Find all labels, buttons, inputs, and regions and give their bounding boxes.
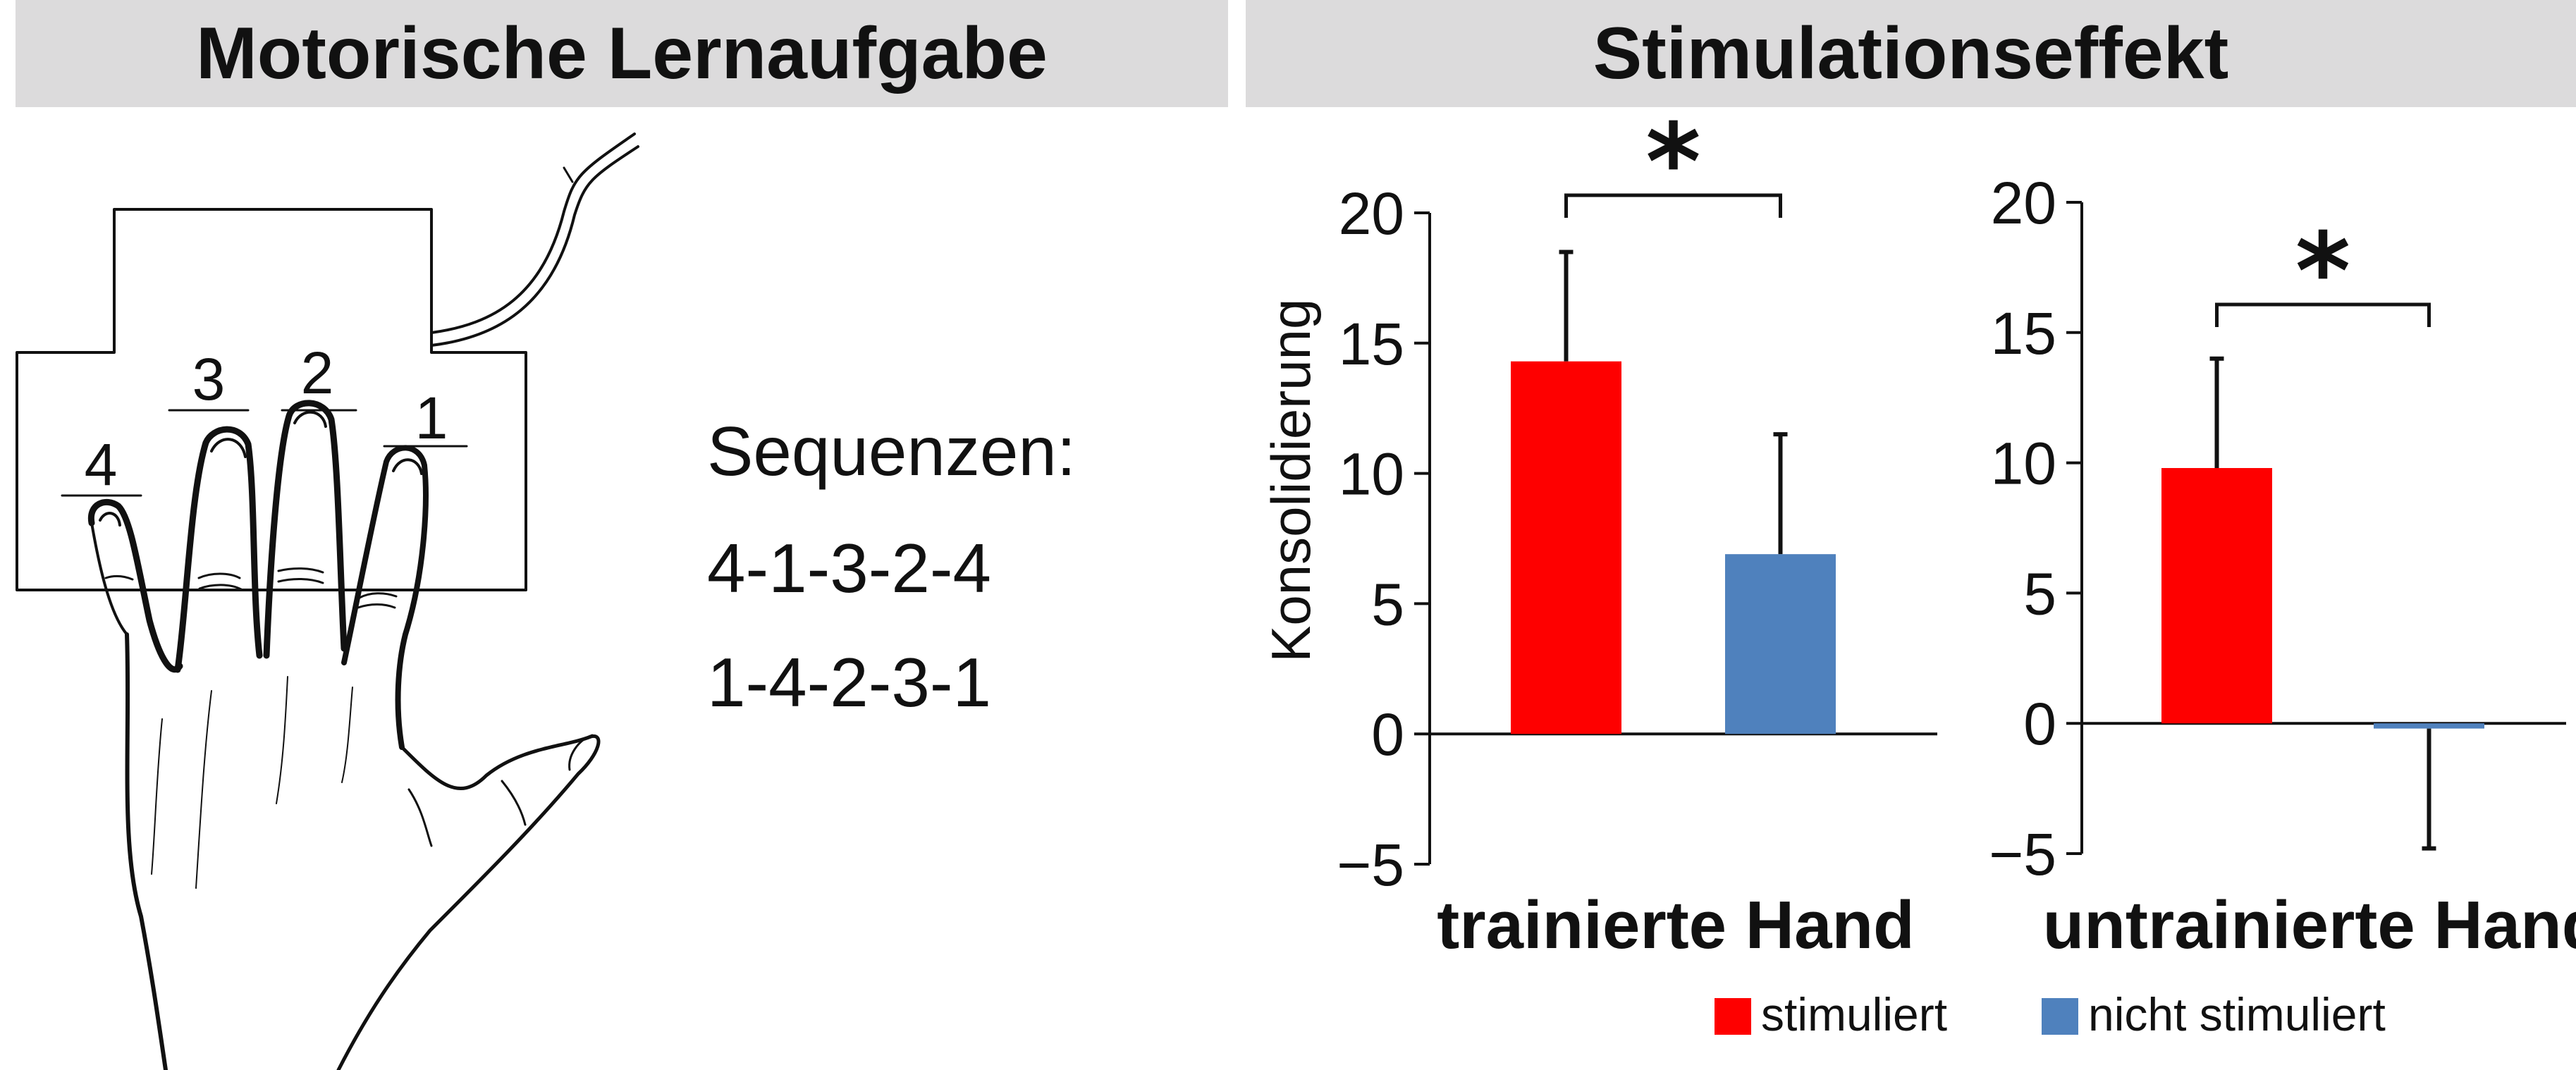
finger-2 bbox=[263, 400, 348, 659]
significance-bracket bbox=[2215, 302, 2431, 327]
y-tick-label: 15 bbox=[1991, 300, 2056, 367]
bar-stimuliert bbox=[2161, 467, 2272, 724]
bar-stimuliert bbox=[1511, 361, 1621, 734]
significance-star: * bbox=[1645, 102, 1700, 224]
left-panel-title: Motorische Lernaufgabe bbox=[16, 0, 1228, 107]
finger-label-1: 1 bbox=[415, 385, 448, 451]
finger-label-2: 2 bbox=[301, 340, 334, 406]
finger-3 bbox=[174, 426, 263, 673]
y-tick-label: 10 bbox=[1991, 431, 2056, 497]
finger-label-4: 4 bbox=[85, 431, 118, 498]
sequence-2: 1-4-2-3-1 bbox=[707, 644, 992, 721]
keypad-outline bbox=[16, 208, 527, 591]
chart-trained-hand: 20 15 10 5 0 −5 * trainierte Hand Konsolidierung bbox=[1260, 102, 1937, 963]
y-tick-label: 15 bbox=[1339, 311, 1404, 377]
legend-label: stimuliert bbox=[1761, 988, 1947, 1040]
chart-untrained-hand: 20 15 10 5 0 −5 * untrainierte Hand bbox=[1989, 170, 2576, 963]
keypad-cable bbox=[430, 133, 636, 334]
y-tick-label: 5 bbox=[1371, 571, 1404, 637]
sequences-title: Sequenzen: bbox=[707, 412, 1077, 490]
y-tick-label: −5 bbox=[1989, 821, 2056, 887]
legend-label: nicht stimuliert bbox=[2088, 988, 2386, 1040]
significance-star: * bbox=[2295, 211, 2350, 333]
y-tick-label: 10 bbox=[1339, 441, 1404, 508]
bar-nicht-stimuliert bbox=[2374, 723, 2484, 729]
y-tick-label: 5 bbox=[2023, 560, 2056, 627]
legend-swatch bbox=[1715, 998, 1751, 1035]
hand-palm bbox=[125, 632, 168, 1070]
legend-swatch bbox=[2042, 998, 2078, 1035]
sequence-1: 4-1-3-2-4 bbox=[707, 529, 992, 607]
group-label: untrainierte Hand bbox=[2043, 887, 2576, 963]
y-tick-label: 20 bbox=[1991, 170, 2056, 236]
finger-label-3: 3 bbox=[192, 346, 226, 412]
right-panel-title: Stimulationseffekt bbox=[1246, 0, 2576, 107]
legend: stimuliert nicht stimuliert bbox=[1715, 988, 2386, 1040]
y-tick-label: 20 bbox=[1339, 180, 1404, 247]
y-tick-label: 0 bbox=[1371, 701, 1404, 768]
y-axis-title: Konsolidierung bbox=[1260, 299, 1322, 663]
significance-bracket bbox=[1564, 193, 1782, 218]
finger-4 bbox=[87, 498, 183, 673]
group-label: trainierte Hand bbox=[1437, 887, 1914, 963]
finger-1 bbox=[341, 445, 429, 750]
y-tick-label: −5 bbox=[1337, 832, 1404, 898]
y-tick-label: 0 bbox=[2023, 691, 2056, 757]
bar-nicht-stimuliert bbox=[1725, 554, 1836, 734]
